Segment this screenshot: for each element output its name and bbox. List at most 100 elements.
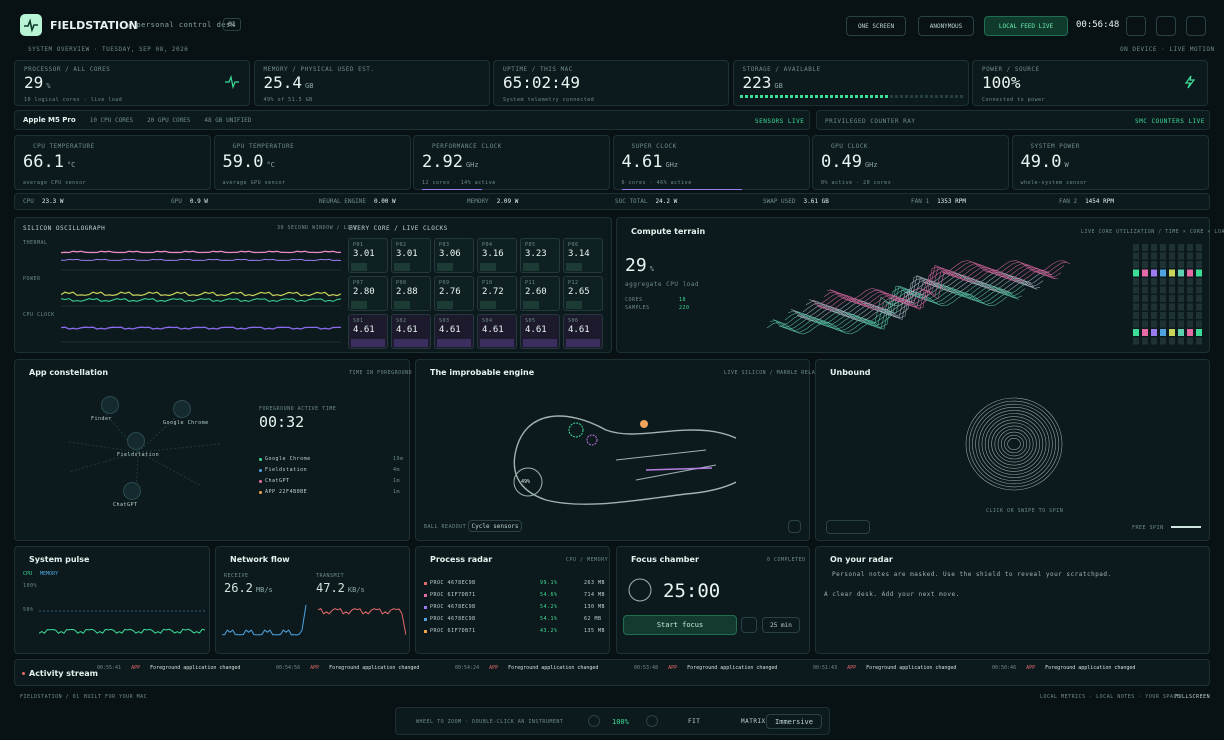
process-cell: 135 MB (584, 628, 606, 634)
terrain-line (826, 261, 1068, 303)
process-cell: PROC 4678EC9B (430, 580, 476, 586)
core-cell: P04 3.16 (477, 238, 517, 273)
pause-button[interactable] (788, 520, 801, 533)
header-button[interactable]: ONE SCREEN (846, 16, 906, 36)
value-row: 2.92 GHz (422, 152, 479, 172)
button-label: Cycle sensors (471, 522, 519, 530)
stat-label: MEMORY / PHYSICAL USED EST. (263, 66, 375, 73)
terrain-stat-label: SAMPLES (625, 305, 650, 311)
unbound: Unbound CLICK OR SWIPE TO SPIN FREE SPIN (815, 359, 1210, 541)
app-node[interactable] (127, 432, 145, 450)
duration-select[interactable]: 25 min (762, 617, 800, 633)
core-bar-cell (1178, 295, 1184, 302)
core-bar-cell (1169, 295, 1175, 302)
core-bar-cell (1169, 312, 1175, 319)
core-bar-cell (1196, 312, 1202, 319)
core-bar-cell (1169, 269, 1175, 277)
power-value: 1454 RPM (1085, 198, 1114, 205)
activity-time: 00:54:24 (455, 665, 480, 671)
core-bar-cell (1196, 244, 1202, 251)
app-node[interactable] (101, 396, 119, 414)
scope (61, 250, 341, 343)
storage-segment (759, 95, 763, 98)
value-row: 25.4 GB (264, 73, 314, 92)
spin-controls[interactable] (826, 520, 870, 534)
core-bar-cell (1133, 329, 1139, 336)
start-button[interactable]: Start focus (623, 615, 737, 635)
logo-icon (24, 18, 38, 33)
title-dot (22, 672, 25, 675)
core-bar-cell (1133, 295, 1139, 302)
core-bar-cell (1151, 286, 1157, 294)
ring (978, 410, 1050, 478)
storage-segment (844, 95, 848, 98)
ring (984, 416, 1044, 472)
chip: 10 CPU CORES (89, 116, 134, 124)
reset-button[interactable] (741, 617, 757, 633)
app-constellation: App constellation TIME IN FOREGROUND Finde… (14, 359, 412, 541)
app-node[interactable] (123, 482, 141, 500)
transmit-label: TRANSMIT (316, 573, 345, 579)
terrain-title: Compute terrain (631, 227, 706, 236)
zoom-in[interactable] (646, 715, 658, 727)
power-item: MEMORY 2.09 W (467, 198, 518, 205)
core-bar-cell (1133, 278, 1139, 285)
core-load (394, 339, 428, 347)
mode-select[interactable]: Immersive (766, 714, 822, 729)
core-bar-cell (1142, 278, 1148, 285)
storage-segment (764, 95, 768, 98)
header-icon-button[interactable] (1186, 16, 1206, 36)
terrain-stat-value: 18 (679, 297, 687, 303)
core-bar-cell (1178, 337, 1184, 345)
constellation-links (68, 407, 221, 495)
unit: GB (305, 82, 314, 90)
process-dot (424, 582, 427, 585)
ring (981, 413, 1047, 475)
unit: GHz (465, 161, 479, 169)
storage-segment (804, 95, 808, 98)
zoom-level: 100% (612, 718, 629, 726)
storage-segment (754, 95, 758, 98)
unit: GHz (665, 161, 679, 169)
header-button[interactable]: ANONYMOUS (918, 16, 974, 36)
marble-track (513, 415, 736, 505)
process-cell: 99.1% (540, 580, 558, 586)
completed: 0 COMPLETED (767, 557, 806, 563)
live-pill[interactable]: LOCAL FEED LIVE (984, 16, 1068, 36)
storage-segment (829, 95, 833, 98)
value: 25.4 (263, 73, 303, 92)
cycle-button[interactable]: Cycle sensors (468, 520, 522, 532)
terrain-line (814, 268, 1056, 309)
value: 100% (982, 73, 1021, 92)
core-bar-cell (1178, 252, 1184, 260)
core-value: 2.72 (482, 287, 504, 297)
value-row: 29% (625, 255, 654, 276)
sensor-label: CPU TEMPERATURE (33, 143, 95, 150)
active-label: FOREGROUND ACTIVE TIME (259, 406, 337, 412)
header-icon-button[interactable] (1156, 16, 1176, 36)
overview-right: ON DEVICE · LIVE MOTION (1120, 46, 1215, 53)
stat-card: STORAGE / AVAILABLE 223 GB (732, 60, 969, 106)
app-node[interactable] (173, 400, 191, 418)
link (137, 443, 221, 453)
ring (968, 400, 1060, 488)
app-node-label: ChatGPT (113, 502, 138, 508)
core-cell: S04 4.61 (477, 314, 517, 349)
core-bar-cell (1133, 244, 1139, 251)
app-node-label: Google Chrome (163, 420, 209, 426)
activity-stream: Activity stream 00:55:41 APP Foreground app… (14, 659, 1210, 686)
live-label: LOCAL FEED LIVE (998, 22, 1054, 30)
core-bar-cell (1151, 244, 1157, 251)
stat-note: 10 logical cores · live load (24, 97, 123, 103)
value-row: 0.49 GHz (821, 152, 878, 172)
storage-segment (819, 95, 823, 98)
storage-segment (809, 95, 813, 98)
header-icon-button[interactable] (1126, 16, 1146, 36)
zoom-out[interactable] (588, 715, 600, 727)
activity-item: 00:51:43 APP Foreground application change… (813, 665, 956, 671)
rail (645, 467, 713, 471)
receive-trace (222, 604, 307, 636)
sensor-note: 0% active · 20 cores (821, 180, 892, 186)
storage-segment (744, 95, 748, 98)
